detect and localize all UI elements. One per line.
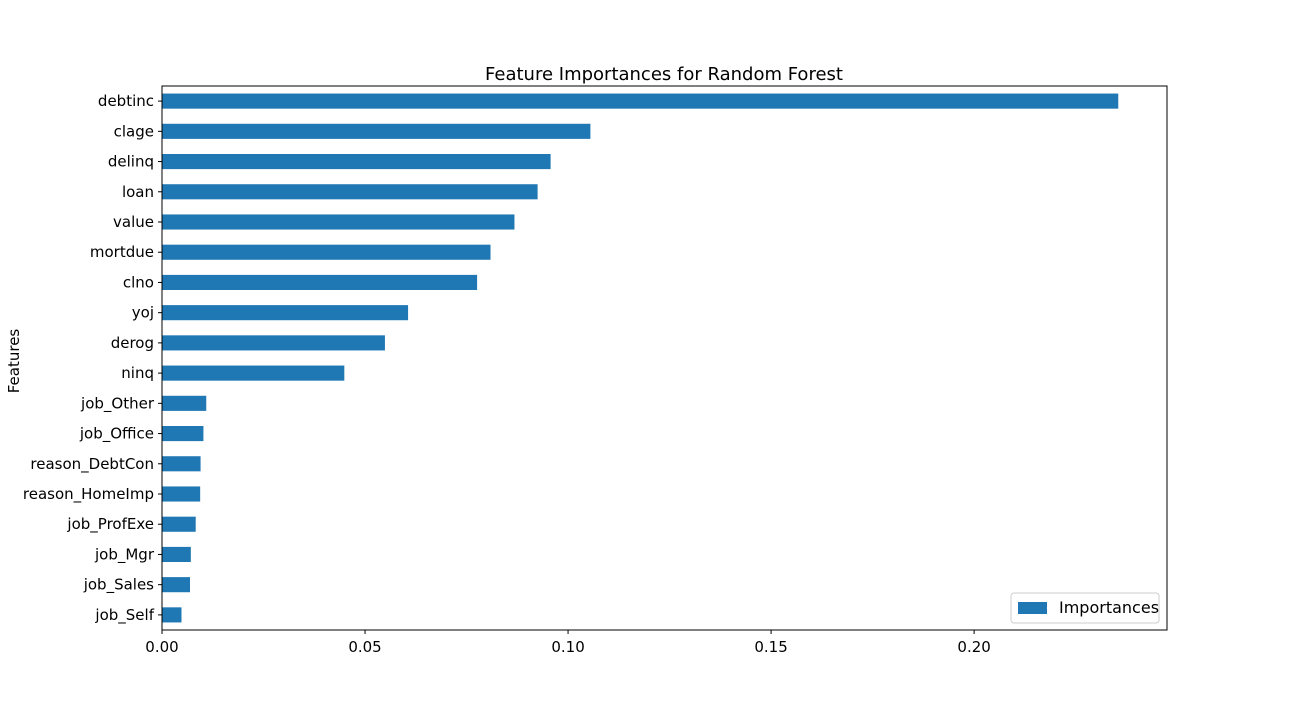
y-tick-label: job_Self [94,606,154,625]
bar-clage [162,123,591,139]
x-tick-label: 0.10 [551,638,584,656]
y-tick-label: job_Mgr [94,545,155,564]
y-tick-label: job_Other [80,394,155,413]
bar-job-other [162,395,207,411]
bar-derog [162,335,385,351]
y-tick-label: job_ProfExe [66,515,154,534]
x-tick-label: 0.15 [754,638,787,656]
legend-swatch [1018,602,1047,614]
plot-area-frame [161,85,1168,631]
y-tick-label: ninq [121,364,154,382]
bar-yoj [162,305,409,321]
y-tick-label: clno [123,273,154,291]
legend-box [1010,592,1160,624]
y-tick-label: reason_HomeImp [23,485,154,504]
x-axis-ticks: 0.00 0.05 0.10 0.15 0.20 [145,630,991,656]
y-tick-label: debtinc [98,92,154,110]
chart-title: Feature Importances for Random Forest [485,64,843,85]
bar-job-office [162,426,204,442]
y-tick-label: job_Office [79,425,154,444]
y-axis-label: Features [5,329,23,394]
bar-reason-debtcon [162,456,201,472]
bar-clno [162,274,478,290]
x-tick-label: 0.20 [957,638,990,656]
bar-ninq [162,365,345,381]
legend: Importances [1010,592,1160,624]
y-tick-label: mortdue [90,243,154,261]
y-tick-label: yoj [132,304,154,322]
y-tick-label: job_Sales [83,576,154,595]
bar-group [162,93,1119,623]
bar-value [162,214,515,230]
bar-mortdue [162,244,491,260]
y-tick-label: derog [111,334,154,352]
bar-job-mgr [162,546,191,562]
y-tick-label: reason_DebtCon [30,455,154,474]
bar-delinq [162,154,551,170]
y-tick-label: clage [114,122,154,140]
bar-reason-homeimp [162,486,201,502]
bar-debtinc [162,93,1119,109]
bar-job-sales [162,577,191,593]
y-tick-label: loan [122,183,154,201]
bar-job-profexe [162,516,196,532]
x-tick-label: 0.05 [348,638,381,656]
bar-loan [162,184,538,200]
y-tick-label: delinq [108,153,154,171]
y-axis-ticks: debtinc clage delinq loan value mortdue clno yo… [23,92,162,625]
y-tick-label: value [113,213,154,231]
legend-label: Importances [1059,598,1159,617]
x-tick-label: 0.00 [145,638,178,656]
bar-job-self [162,607,182,623]
